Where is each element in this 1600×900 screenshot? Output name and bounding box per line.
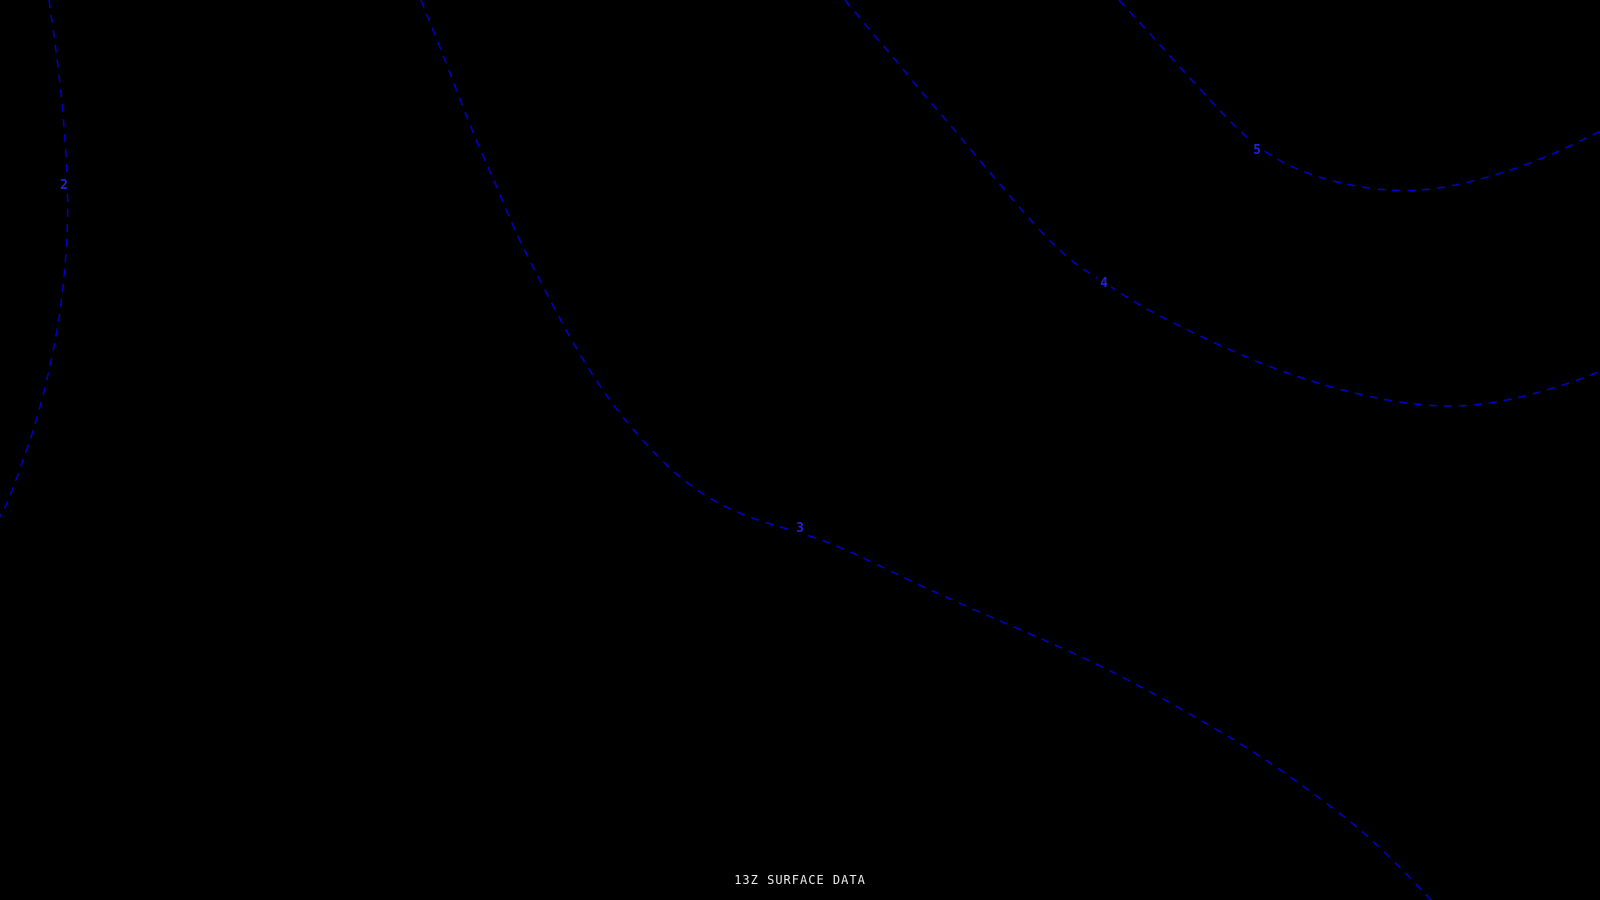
contour-line-4 [844, 0, 1600, 407]
contour-label-gap [793, 517, 807, 537]
contour-label-gap [1097, 272, 1111, 292]
contour-label-gap [1250, 139, 1264, 159]
contour-label: 3 [796, 521, 804, 536]
contour-line-5 [1118, 0, 1600, 192]
map-caption: 13Z SURFACE DATA [734, 873, 866, 887]
contour-label: 2 [60, 178, 68, 193]
contour-label: 5 [1253, 143, 1261, 158]
contour-label: 4 [1100, 276, 1108, 291]
contour-line-3 [420, 0, 1432, 900]
contour-line-2 [0, 0, 69, 518]
contour-label-gap [57, 174, 71, 194]
